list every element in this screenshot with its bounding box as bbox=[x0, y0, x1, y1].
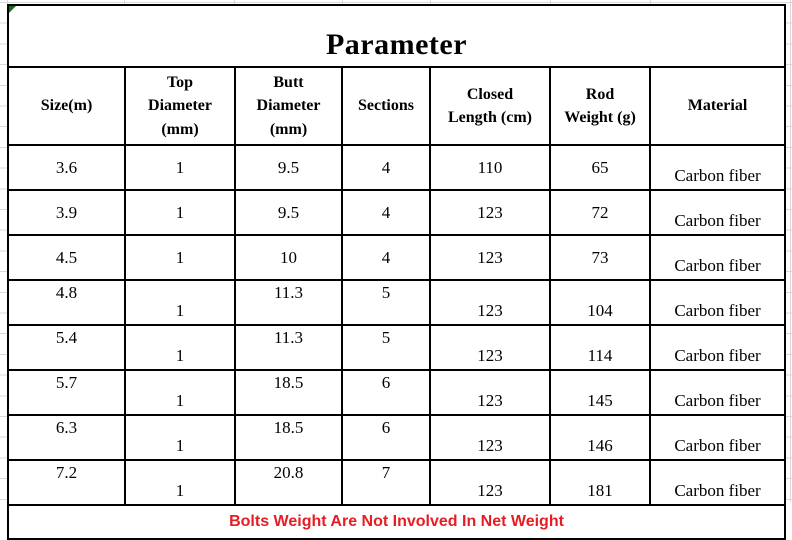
footer-row: Bolts Weight Are Not Involved In Net Wei… bbox=[6, 504, 787, 540]
table-row: 7.2 1 20.8 7 123 181 Carbon fiber bbox=[7, 459, 787, 506]
cell-size[interactable]: 3.6 bbox=[7, 144, 126, 191]
table-row: 5.4 1 11.3 5 123 114 Carbon fiber bbox=[7, 324, 787, 371]
cell-rod-weight[interactable]: 65 bbox=[549, 144, 651, 191]
cell-butt-diameter[interactable]: 9.5 bbox=[234, 144, 343, 191]
cell-material[interactable]: Carbon fiber bbox=[648, 459, 787, 506]
cell-closed-length[interactable]: 123 bbox=[429, 369, 551, 416]
header-cell-butt-diameter[interactable]: Butt Diameter (mm) bbox=[234, 66, 343, 146]
table-row: 5.7 1 18.5 6 123 145 Carbon fiber bbox=[7, 369, 787, 416]
header-cell-closed-length[interactable]: Closed Length (cm) bbox=[429, 66, 551, 146]
cell-sections[interactable]: 5 bbox=[341, 279, 431, 326]
table-title[interactable]: Parameter bbox=[6, 4, 787, 68]
cell-top-diameter[interactable]: 1 bbox=[124, 369, 236, 416]
cell-butt-diameter[interactable]: 18.5 bbox=[234, 369, 343, 416]
header-row: Size(m) Top Diameter (mm) Butt Diameter (m… bbox=[7, 66, 787, 146]
cell-size[interactable]: 3.9 bbox=[7, 189, 126, 236]
cell-top-diameter[interactable]: 1 bbox=[124, 144, 236, 191]
cell-closed-length[interactable]: 123 bbox=[429, 234, 551, 281]
cell-size[interactable]: 7.2 bbox=[7, 459, 126, 506]
cell-size[interactable]: 4.5 bbox=[7, 234, 126, 281]
cell-size[interactable]: 5.4 bbox=[7, 324, 126, 371]
cell-size[interactable]: 4.8 bbox=[7, 279, 126, 326]
cell-size[interactable]: 6.3 bbox=[7, 414, 126, 461]
cell-closed-length[interactable]: 110 bbox=[429, 144, 551, 191]
table-body: 3.6 1 9.5 4 110 65 Carbon fiber 3.9 1 9.5 4 123 72 Ca… bbox=[7, 144, 787, 506]
cell-rod-weight[interactable]: 114 bbox=[549, 324, 651, 371]
cell-rod-weight[interactable]: 72 bbox=[549, 189, 651, 236]
cell-error-indicator-icon bbox=[9, 6, 16, 13]
cell-closed-length[interactable]: 123 bbox=[429, 279, 551, 326]
cell-material[interactable]: Carbon fiber bbox=[648, 144, 787, 191]
cell-butt-diameter[interactable]: 11.3 bbox=[234, 279, 343, 326]
cell-sections[interactable]: 6 bbox=[341, 414, 431, 461]
header-cell-size[interactable]: Size(m) bbox=[7, 66, 126, 146]
cell-sections[interactable]: 4 bbox=[341, 144, 431, 191]
cell-sections[interactable]: 4 bbox=[341, 234, 431, 281]
cell-rod-weight[interactable]: 145 bbox=[549, 369, 651, 416]
cell-top-diameter[interactable]: 1 bbox=[124, 234, 236, 281]
cell-material[interactable]: Carbon fiber bbox=[648, 279, 787, 326]
cell-rod-weight[interactable]: 181 bbox=[549, 459, 651, 506]
header-cell-material[interactable]: Material bbox=[648, 66, 787, 146]
cell-rod-weight[interactable]: 146 bbox=[549, 414, 651, 461]
table-row: 3.9 1 9.5 4 123 72 Carbon fiber bbox=[7, 189, 787, 236]
cell-closed-length[interactable]: 123 bbox=[429, 189, 551, 236]
table-row: 3.6 1 9.5 4 110 65 Carbon fiber bbox=[7, 144, 787, 191]
cell-material[interactable]: Carbon fiber bbox=[648, 414, 787, 461]
table-row: 6.3 1 18.5 6 123 146 Carbon fiber bbox=[7, 414, 787, 461]
cell-rod-weight[interactable]: 73 bbox=[549, 234, 651, 281]
cell-rod-weight[interactable]: 104 bbox=[549, 279, 651, 326]
cell-butt-diameter[interactable]: 20.8 bbox=[234, 459, 343, 506]
cell-closed-length[interactable]: 123 bbox=[429, 414, 551, 461]
cell-top-diameter[interactable]: 1 bbox=[124, 324, 236, 371]
cell-sections[interactable]: 4 bbox=[341, 189, 431, 236]
cell-top-diameter[interactable]: 1 bbox=[124, 279, 236, 326]
cell-closed-length[interactable]: 123 bbox=[429, 459, 551, 506]
footer-note[interactable]: Bolts Weight Are Not Involved In Net Wei… bbox=[6, 504, 787, 540]
cell-closed-length[interactable]: 123 bbox=[429, 324, 551, 371]
cell-butt-diameter[interactable]: 18.5 bbox=[234, 414, 343, 461]
header-cell-top-diameter[interactable]: Top Diameter (mm) bbox=[124, 66, 236, 146]
cell-top-diameter[interactable]: 1 bbox=[124, 414, 236, 461]
cell-sections[interactable]: 6 bbox=[341, 369, 431, 416]
cell-top-diameter[interactable]: 1 bbox=[124, 459, 236, 506]
table-row: 4.5 1 10 4 123 73 Carbon fiber bbox=[7, 234, 787, 281]
cell-material[interactable]: Carbon fiber bbox=[648, 234, 787, 281]
cell-material[interactable]: Carbon fiber bbox=[648, 189, 787, 236]
cell-sections[interactable]: 7 bbox=[341, 459, 431, 506]
header-cell-sections[interactable]: Sections bbox=[341, 66, 431, 146]
header-cell-rod-weight[interactable]: Rod Weight (g) bbox=[549, 66, 651, 146]
cell-size[interactable]: 5.7 bbox=[7, 369, 126, 416]
gridline-vertical bbox=[790, 0, 791, 502]
cell-sections[interactable]: 5 bbox=[341, 324, 431, 371]
cell-material[interactable]: Carbon fiber bbox=[648, 324, 787, 371]
cell-top-diameter[interactable]: 1 bbox=[124, 189, 236, 236]
cell-butt-diameter[interactable]: 10 bbox=[234, 234, 343, 281]
title-row: Parameter bbox=[6, 4, 787, 68]
parameter-table: Parameter Size(m) Top Diameter (mm) Butt D… bbox=[6, 4, 787, 540]
table-row: 4.8 1 11.3 5 123 104 Carbon fiber bbox=[7, 279, 787, 326]
cell-material[interactable]: Carbon fiber bbox=[648, 369, 787, 416]
cell-butt-diameter[interactable]: 9.5 bbox=[234, 189, 343, 236]
cell-butt-diameter[interactable]: 11.3 bbox=[234, 324, 343, 371]
